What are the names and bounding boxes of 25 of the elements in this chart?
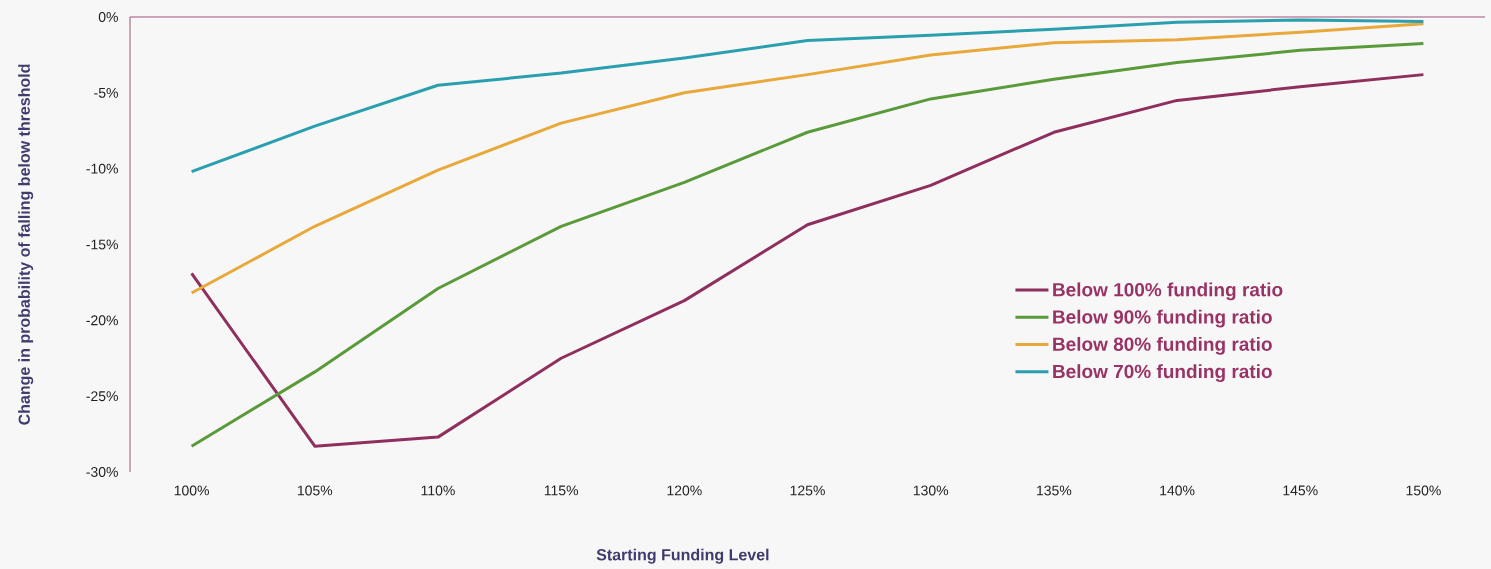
y-tick-label: 0% — [98, 12, 118, 22]
x-tick-label: 130% — [913, 485, 949, 496]
legend-label: Below 70% funding ratio — [1053, 364, 1272, 382]
y-tick-label: -5% — [94, 87, 118, 98]
x-tick-label: 145% — [1283, 485, 1318, 496]
y-tick-label: -15% — [86, 239, 118, 250]
x-tick-label: 110% — [421, 485, 455, 496]
x-tick-label: 120% — [667, 485, 702, 496]
legend-label: Below 90% funding ratio — [1053, 309, 1272, 328]
x-axis-title: Starting Funding Level — [596, 548, 769, 564]
legend-label: Below 100% funding ratio — [1053, 282, 1283, 301]
legend-label: Below 80% funding ratio — [1053, 336, 1272, 355]
y-tick-label: -30% — [86, 467, 118, 477]
line-series — [190, 18, 1425, 174]
x-tick-label: 115% — [544, 485, 579, 496]
x-tick-label: 125% — [790, 485, 825, 496]
x-tick-label: 135% — [1037, 485, 1072, 496]
x-tick-label: 105% — [297, 485, 333, 496]
y-axis-title: Change in probability of falling below threshold — [18, 64, 34, 425]
x-tick-label: 140% — [1160, 485, 1195, 496]
y-tick-label: -10% — [86, 163, 118, 174]
x-tick-label: 150% — [1406, 485, 1441, 496]
x-tick-label: 100% — [174, 485, 209, 496]
y-tick-label: -20% — [86, 315, 118, 326]
y-tick-label: -25% — [86, 391, 118, 402]
